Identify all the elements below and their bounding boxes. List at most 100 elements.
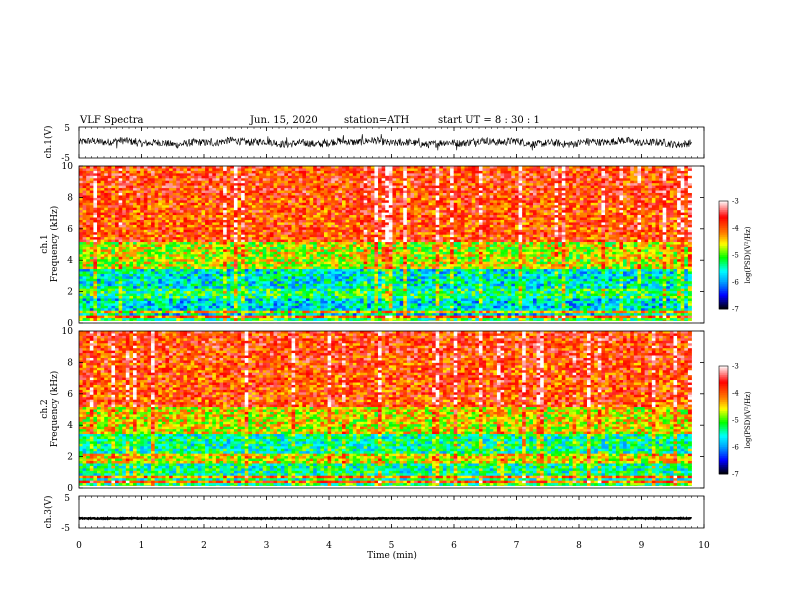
spectrogram-cell — [90, 240, 94, 243]
spectrogram-cell — [176, 271, 180, 274]
spectrogram-cell — [90, 193, 94, 196]
spectrogram-cell — [90, 222, 94, 225]
spectrogram-cell — [115, 262, 119, 265]
spectrogram-cell — [144, 220, 148, 223]
spectrogram-cell — [187, 306, 191, 309]
spectrogram-cell — [79, 286, 83, 289]
spectrogram-cell — [180, 264, 184, 267]
spectrogram-cell — [202, 173, 206, 176]
spectrogram-cell — [79, 308, 83, 311]
spectrogram-cell — [101, 259, 105, 262]
spectrogram-cell — [191, 198, 195, 201]
spectrogram-cell — [133, 218, 137, 221]
spectrogram-cell — [97, 181, 101, 184]
spectrogram-cell — [194, 296, 198, 299]
spectrogram-cell — [151, 198, 155, 201]
spectrogram-cell — [93, 296, 97, 299]
spectrogram-cell — [108, 284, 112, 287]
spectrogram-cell — [86, 269, 90, 272]
spectrogram-cell — [155, 227, 159, 230]
spectrogram-cell — [155, 168, 159, 171]
spectrogram-cell — [158, 193, 162, 196]
spectrogram-cell — [198, 301, 202, 304]
spectrogram-cell — [176, 240, 180, 243]
spectrogram-cell — [144, 303, 148, 306]
spectrogram-cell — [79, 222, 83, 225]
spectrogram-cell — [137, 284, 141, 287]
spectrogram-cell — [162, 303, 166, 306]
spectrogram-cell — [133, 252, 137, 255]
spectrogram-cell — [137, 166, 141, 169]
spectrogram-cell — [173, 296, 177, 299]
spectrogram-cell — [151, 203, 155, 206]
spectrogram-cell — [83, 245, 87, 248]
spectrogram-cell — [169, 267, 173, 270]
spectrogram-cell — [180, 191, 184, 194]
spectrogram-cell — [122, 213, 126, 216]
spectrogram-cell — [140, 286, 144, 289]
spectrogram-cell — [151, 225, 155, 228]
spectrogram-cell — [202, 208, 206, 211]
spectrogram-cell — [119, 281, 123, 284]
spectrogram-cell — [144, 205, 148, 208]
spectrogram-cell — [155, 237, 159, 240]
spectrogram-cell — [104, 269, 108, 272]
spectrogram-cell — [144, 232, 148, 235]
spectrogram-cell — [187, 176, 191, 179]
spectrogram-cell — [108, 313, 112, 316]
spectrogram-cell — [115, 303, 119, 306]
spectrogram-cell — [111, 225, 115, 228]
spectrogram-cell — [165, 313, 169, 316]
spectrogram-cell — [104, 240, 108, 243]
spectrogram-cell — [90, 271, 94, 274]
spectrogram-cell — [173, 227, 177, 230]
spectrogram-cell — [151, 276, 155, 279]
spectrogram-cell — [176, 181, 180, 184]
spectrogram-cell — [79, 247, 83, 250]
spectrogram-cell — [183, 188, 187, 191]
spectrogram-cell — [147, 191, 151, 194]
spectrogram-cell — [137, 237, 141, 240]
spectrogram-cell — [97, 171, 101, 174]
spectrogram-cell — [111, 271, 115, 274]
spectrogram-cell — [144, 230, 148, 233]
spectrogram-cell — [140, 289, 144, 292]
spectrogram-cell — [126, 222, 130, 225]
spectrogram-cell — [133, 208, 137, 211]
spectrogram-cell — [162, 294, 166, 297]
spectrogram-cell — [144, 166, 148, 169]
spectrogram-cell — [140, 205, 144, 208]
spectrogram-cell — [162, 286, 166, 289]
spectrogram-cell — [86, 296, 90, 299]
spectrogram-cell — [111, 308, 115, 311]
spectrogram-cell — [133, 318, 137, 321]
spectrogram-cell — [180, 208, 184, 211]
spectrogram-cell — [162, 267, 166, 270]
spectrogram-cell — [173, 274, 177, 277]
spectrogram-cell — [122, 279, 126, 282]
spectrogram-cell — [122, 247, 126, 250]
spectrogram-cell — [122, 269, 126, 272]
spectrogram-cell — [158, 227, 162, 230]
spectrogram-cell — [133, 269, 137, 272]
spectrogram-cell — [169, 193, 173, 196]
spectrogram-cell — [162, 298, 166, 301]
spectrogram-cell — [191, 308, 195, 311]
spectrogram-cell — [119, 213, 123, 216]
spectrogram-cell — [151, 176, 155, 179]
spectrogram-cell — [187, 188, 191, 191]
spectrogram-cell — [194, 220, 198, 223]
spectrogram-cell — [169, 242, 173, 245]
spectrogram-cell — [187, 254, 191, 257]
spectrogram-cell — [162, 230, 166, 233]
spectrogram-cell — [101, 274, 105, 277]
spectrogram-cell — [126, 213, 130, 216]
spectrogram-cell — [97, 193, 101, 196]
spectrogram-cell — [86, 242, 90, 245]
spectrogram-cell — [137, 178, 141, 181]
spectrogram-cell — [93, 313, 97, 316]
spectrogram-cell — [97, 210, 101, 213]
spectrogram-cell — [176, 168, 180, 171]
spectrogram-cell — [86, 257, 90, 260]
spectrogram-cell — [144, 316, 148, 319]
